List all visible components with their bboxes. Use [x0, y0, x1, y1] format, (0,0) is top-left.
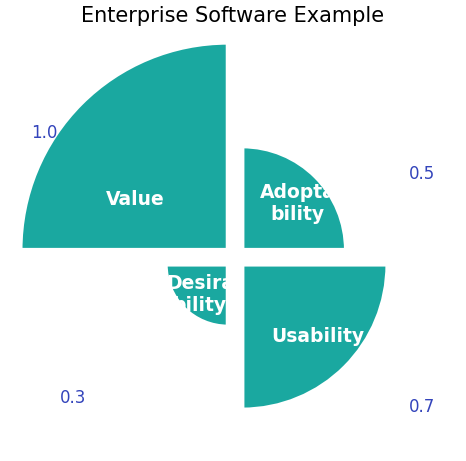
Wedge shape: [165, 265, 228, 327]
Wedge shape: [242, 265, 388, 410]
Wedge shape: [242, 146, 346, 250]
Text: Desira
bility: Desira bility: [166, 274, 234, 315]
Text: Value: Value: [106, 189, 165, 209]
Text: 0.3: 0.3: [60, 389, 87, 407]
Text: Usability: Usability: [272, 326, 364, 346]
Text: 1.0: 1.0: [31, 124, 57, 142]
Text: Adopta
bility: Adopta bility: [260, 183, 335, 224]
Text: 0.5: 0.5: [409, 165, 435, 183]
Wedge shape: [21, 42, 228, 250]
Title: Enterprise Software Example: Enterprise Software Example: [82, 6, 384, 26]
Text: 0.7: 0.7: [409, 397, 435, 415]
